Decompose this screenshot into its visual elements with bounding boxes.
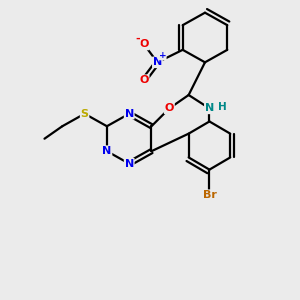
Text: N: N xyxy=(153,57,162,67)
Text: O: O xyxy=(140,40,149,50)
Text: N: N xyxy=(205,103,214,113)
Text: -: - xyxy=(136,34,140,44)
Text: N: N xyxy=(102,146,112,156)
Text: Br: Br xyxy=(202,190,216,200)
Text: H: H xyxy=(218,102,227,112)
Text: +: + xyxy=(159,51,166,60)
Text: O: O xyxy=(140,75,149,85)
Text: S: S xyxy=(81,109,88,119)
Text: N: N xyxy=(124,159,134,169)
Text: N: N xyxy=(124,109,134,119)
Text: O: O xyxy=(165,103,174,113)
